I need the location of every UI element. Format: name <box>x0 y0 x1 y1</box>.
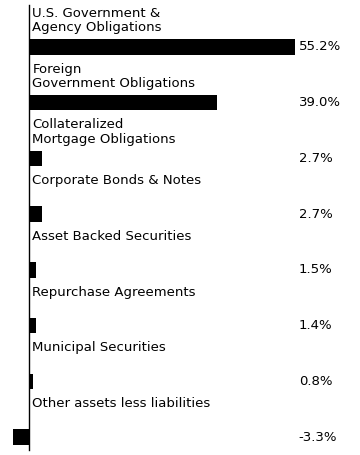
Text: Collateralized
Mortgage Obligations: Collateralized Mortgage Obligations <box>32 118 176 146</box>
Text: Other assets less liabilities: Other assets less liabilities <box>32 397 211 410</box>
FancyBboxPatch shape <box>29 318 36 334</box>
FancyBboxPatch shape <box>29 151 42 166</box>
Text: 39.0%: 39.0% <box>299 96 341 109</box>
FancyBboxPatch shape <box>29 374 33 389</box>
FancyBboxPatch shape <box>29 206 42 222</box>
Text: Municipal Securities: Municipal Securities <box>32 341 166 354</box>
FancyBboxPatch shape <box>29 95 217 111</box>
Text: -3.3%: -3.3% <box>299 430 337 444</box>
Text: 55.2%: 55.2% <box>299 40 341 53</box>
Text: U.S. Government &
Agency Obligations: U.S. Government & Agency Obligations <box>32 7 162 34</box>
Text: Foreign
Government Obligations: Foreign Government Obligations <box>32 63 195 90</box>
Text: 1.5%: 1.5% <box>299 263 333 276</box>
FancyBboxPatch shape <box>13 429 29 445</box>
Text: 0.8%: 0.8% <box>299 375 332 388</box>
FancyBboxPatch shape <box>29 262 36 278</box>
Text: 1.4%: 1.4% <box>299 319 332 332</box>
Text: Asset Backed Securities: Asset Backed Securities <box>32 230 192 243</box>
Text: 2.7%: 2.7% <box>299 152 333 165</box>
Text: Corporate Bonds & Notes: Corporate Bonds & Notes <box>32 174 202 187</box>
Text: 2.7%: 2.7% <box>299 207 333 221</box>
Text: Repurchase Agreements: Repurchase Agreements <box>32 286 196 298</box>
FancyBboxPatch shape <box>29 39 295 55</box>
